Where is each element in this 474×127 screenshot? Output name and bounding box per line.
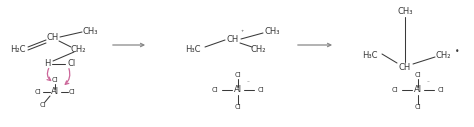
Text: CH₂: CH₂ xyxy=(250,44,266,53)
Text: CH₂: CH₂ xyxy=(435,51,451,60)
Text: Cl: Cl xyxy=(235,72,241,78)
Text: Cl: Cl xyxy=(415,104,421,110)
Text: H₃C: H₃C xyxy=(362,51,378,60)
Text: Cl: Cl xyxy=(68,60,76,68)
Text: ⁻: ⁻ xyxy=(246,82,249,86)
Text: CH: CH xyxy=(227,35,239,44)
Text: Cl: Cl xyxy=(69,89,75,95)
Text: Cl: Cl xyxy=(235,104,241,110)
Text: ⁻: ⁻ xyxy=(427,82,429,86)
Text: Cl: Cl xyxy=(415,72,421,78)
Text: Cl: Cl xyxy=(438,87,444,93)
Text: CH₃: CH₃ xyxy=(264,28,280,36)
Text: Al: Al xyxy=(234,85,242,94)
Text: Cl: Cl xyxy=(258,87,264,93)
Text: CH₃: CH₃ xyxy=(82,27,98,36)
Text: Cl: Cl xyxy=(40,102,46,108)
Text: ⁺: ⁺ xyxy=(240,29,244,35)
Text: Cl: Cl xyxy=(211,87,219,93)
Text: Cl: Cl xyxy=(392,87,398,93)
Text: Al: Al xyxy=(414,85,422,94)
Text: Cl: Cl xyxy=(52,77,58,83)
Text: CH: CH xyxy=(399,62,411,72)
Text: CH₂: CH₂ xyxy=(70,44,86,53)
Text: CH: CH xyxy=(47,33,59,42)
Text: H: H xyxy=(44,60,50,68)
Text: H₂C: H₂C xyxy=(10,44,26,53)
Text: H₃C: H₃C xyxy=(185,44,201,53)
Text: •: • xyxy=(455,47,459,57)
Text: Al: Al xyxy=(51,88,59,97)
Text: Cl: Cl xyxy=(35,89,41,95)
Text: CH₃: CH₃ xyxy=(397,7,413,17)
